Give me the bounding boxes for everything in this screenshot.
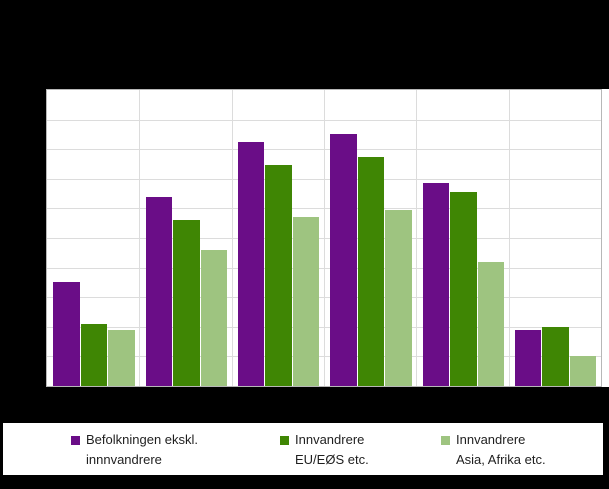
gridline-vertical (324, 90, 325, 386)
legend-label-line2: EU/EØS etc. (295, 452, 369, 467)
bar-series3-group1 (108, 329, 135, 386)
bar-series2-group2 (173, 220, 200, 386)
legend-label: Befolkningen ekskl. innnvandrere (86, 430, 198, 470)
gridline-vertical (231, 90, 233, 386)
legend-entry: Befolkningen ekskl. innnvandrere (71, 430, 198, 470)
bar-series2-group5 (450, 192, 477, 386)
bar-series1-group6 (514, 329, 542, 386)
bar-series3-group4 (385, 209, 412, 386)
bar-series1-group5 (422, 183, 450, 386)
legend-box: Befolkningen ekskl. innnvandrere Innvand… (3, 423, 603, 475)
legend-label: Innvandrere Asia, Afrika etc. (456, 430, 546, 470)
legend-label-line2: innnvandrere (86, 452, 162, 467)
y-axis-labels-redaction-bar (0, 89, 46, 387)
legend-label-line1: Innvandrere (295, 432, 365, 447)
bar-series1-group4 (330, 134, 357, 386)
bar-series1-group1 (53, 282, 80, 386)
bar-series1-group3 (237, 141, 265, 386)
bar-series1-group2 (145, 196, 173, 386)
bar-series3-group5 (477, 261, 505, 386)
legend-label-line1: Innvandrere (456, 432, 526, 447)
legend-label-line2: Asia, Afrika etc. (456, 452, 546, 467)
legend-swatch (71, 436, 80, 445)
bar-series3-group2 (200, 249, 228, 386)
legend-swatch (441, 436, 450, 445)
title-redaction-bar (0, 0, 609, 89)
bar-series3-group3 (292, 217, 320, 386)
bar-series2-group6 (542, 326, 569, 386)
legend-entry: Innvandrere EU/EØS etc. (280, 430, 369, 470)
legend-label-line1: Befolkningen ekskl. (86, 432, 199, 447)
plot-area (46, 89, 602, 387)
bar-series3-group6 (569, 356, 597, 386)
legend-label: Innvandrere EU/EØS etc. (295, 430, 369, 470)
bar-series2-group1 (80, 323, 108, 386)
legend-entry: Innvandrere Asia, Afrika etc. (441, 430, 546, 470)
legend-swatch (280, 436, 289, 445)
gridline-vertical (139, 90, 141, 386)
bar-series2-group3 (265, 165, 292, 386)
bar-series2-group4 (357, 156, 385, 386)
gridline-vertical (416, 90, 418, 386)
gridline-vertical (508, 90, 510, 386)
